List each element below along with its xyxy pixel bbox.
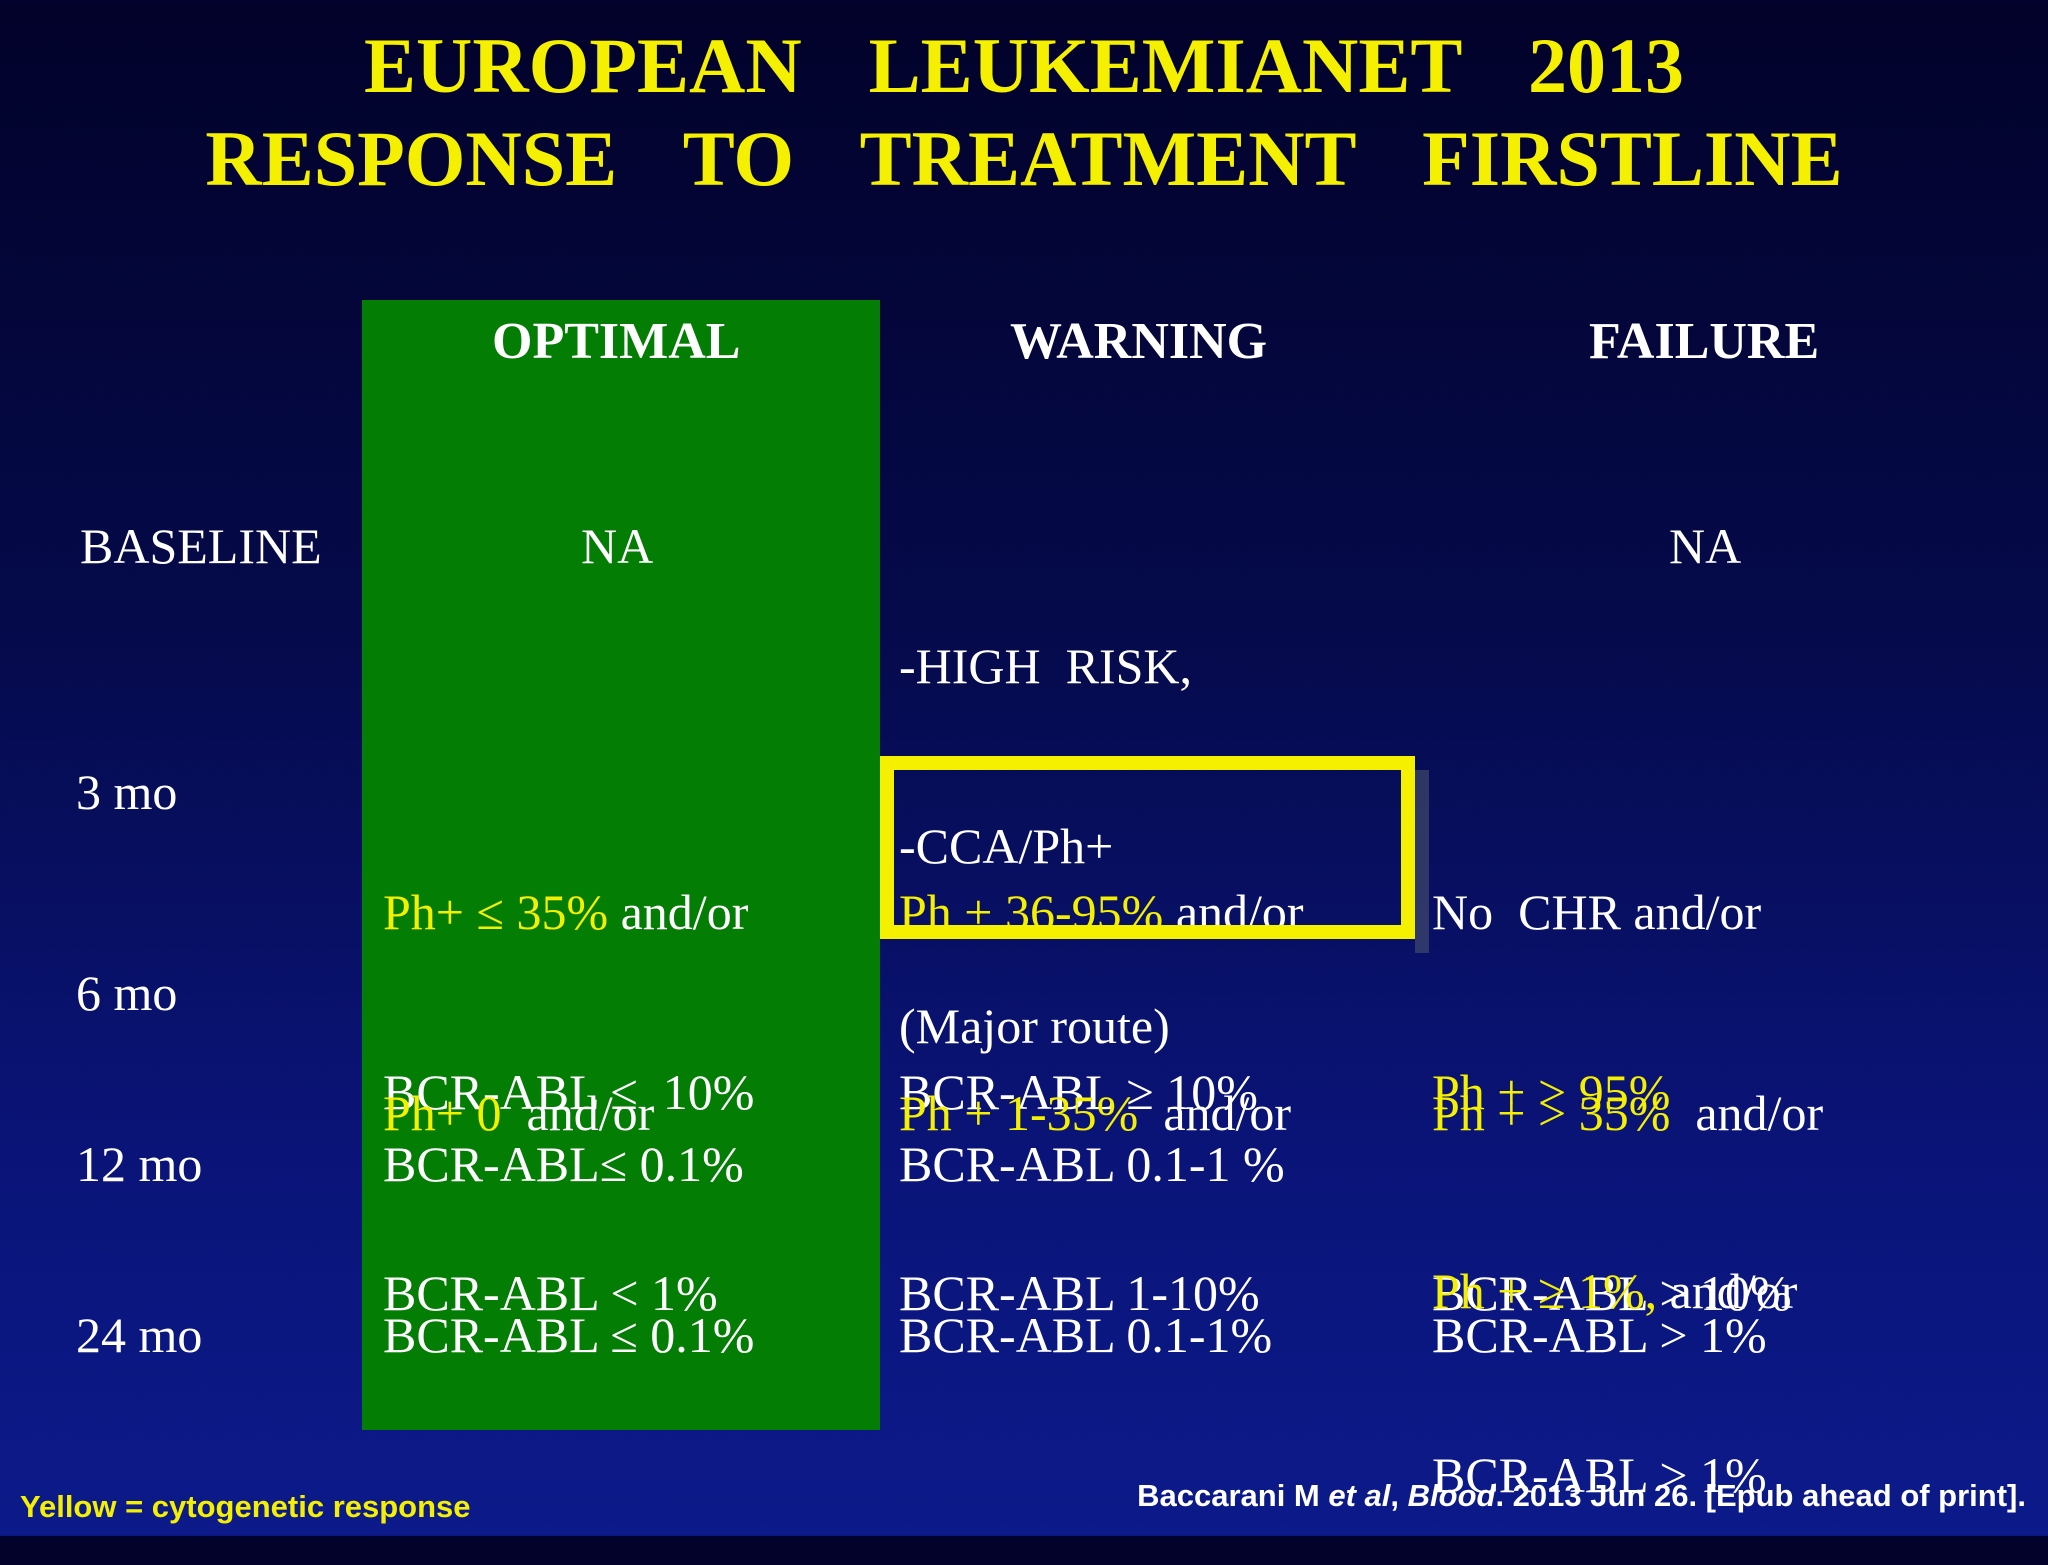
cell-3mo-optimal: Ph+ ≤ 35% and/or BCR-ABL ≤ 10% bbox=[383, 762, 754, 1182]
row-label-baseline: BASELINE bbox=[80, 518, 322, 574]
cell-6mo-optimal-line-1: Ph+ 0 and/or bbox=[383, 1083, 718, 1143]
row-label-3mo: 3 mo bbox=[76, 764, 178, 820]
citation-sep: , bbox=[1390, 1478, 1408, 1513]
citation-details: . 2013 Jun 26. [Epub ahead of print]. bbox=[1495, 1478, 2026, 1513]
citation-author: Baccarani M bbox=[1137, 1478, 1329, 1513]
slide-title-line-1: EUROPEAN LEUKEMIANET 2013 bbox=[363, 22, 1685, 109]
column-header-failure: FAILURE bbox=[1589, 313, 1820, 370]
and-or-text: and/or bbox=[608, 884, 749, 940]
cell-baseline-warning-line-2: -CCA/Ph+ bbox=[899, 818, 1114, 874]
cytogenetic-value: Ph + > 35% bbox=[1432, 1085, 1671, 1141]
column-header-optimal: OPTIMAL bbox=[492, 313, 741, 370]
cell-baseline-warning-line-3: (Major route) bbox=[899, 998, 1170, 1054]
cytogenetic-value: Ph+ ≤ 35% bbox=[383, 884, 609, 940]
cell-24mo-optimal: BCR-ABL ≤ 0.1% bbox=[383, 1307, 755, 1363]
cytogenetic-value: Ph+ 0 bbox=[383, 1085, 502, 1141]
cell-6mo-optimal: Ph+ 0 and/or BCR-ABL < 1% bbox=[383, 963, 718, 1383]
and-or-text: and/or bbox=[1657, 1263, 1798, 1319]
cell-3mo-optimal-line-2: BCR-ABL ≤ 10% bbox=[383, 1064, 755, 1120]
citation-journal: Blood bbox=[1407, 1478, 1496, 1513]
cell-3mo-optimal-line-1: Ph+ ≤ 35% and/or bbox=[383, 882, 754, 942]
cell-12mo-failure-line-2: BCR-ABL > 1% bbox=[1432, 1447, 1767, 1503]
cell-6mo-warning-line-1: Ph + 1-35% and/or bbox=[899, 1083, 1291, 1143]
cell-12mo-failure-line-1: Ph + ≥ 1%, and/or bbox=[1432, 1261, 1797, 1325]
cell-baseline-warning-line-1: -HIGH RISK, bbox=[899, 638, 1193, 694]
cell-baseline-failure: NA bbox=[1669, 518, 1742, 574]
cell-6mo-optimal-line-2: BCR-ABL < 1% bbox=[383, 1265, 718, 1321]
cell-12mo-failure: Ph + ≥ 1%, and/or BCR-ABL > 1% bbox=[1432, 1141, 1797, 1565]
cell-baseline-warning: -HIGH RISK, -CCA/Ph+ (Major route) bbox=[899, 516, 1192, 1116]
citation-footnote: Baccarani M et al, Blood. 2013 Jun 26. [… bbox=[1137, 1476, 2026, 1516]
cell-6mo-failure-line-2: BCR-ABL > 10% bbox=[1432, 1265, 1792, 1321]
and-or-text: and/or bbox=[1670, 1085, 1824, 1141]
cell-3mo-failure-line-2: Ph + > 95% bbox=[1432, 1064, 1671, 1120]
cell-6mo-warning-line-2: BCR-ABL 1-10% bbox=[899, 1265, 1260, 1321]
row-label-12mo: 12 mo bbox=[76, 1136, 203, 1192]
cell-3mo-failure: No CHR and/or Ph + > 95% bbox=[1432, 762, 1761, 1182]
optimal-column-background bbox=[362, 300, 880, 1430]
legend-footnote: Yellow = cytogenetic response bbox=[20, 1489, 471, 1524]
cytogenetic-value: Ph + 1-35% bbox=[899, 1085, 1139, 1141]
cytogenetic-value: Ph + ≥ 1%, bbox=[1432, 1263, 1658, 1319]
citation-et-al: et al bbox=[1328, 1478, 1391, 1513]
cell-6mo-warning: Ph + 1-35% and/or BCR-ABL 1-10% bbox=[899, 963, 1291, 1383]
cell-6mo-failure: Ph + > 35% and/or BCR-ABL > 10% bbox=[1432, 963, 1823, 1383]
row-label-6mo: 6 mo bbox=[76, 965, 178, 1021]
cell-24mo-failure: BCR-ABL > 1% bbox=[1432, 1307, 1767, 1363]
cell-3mo-failure-line-1: No CHR and/or bbox=[1432, 884, 1762, 940]
slide-title-line-2: RESPONSE TO TREATMENT FIRSTLINE bbox=[205, 115, 1843, 202]
row-label-24mo: 24 mo bbox=[76, 1307, 203, 1363]
cell-baseline-optimal: NA bbox=[581, 518, 654, 574]
and-or-text: and/or bbox=[1138, 1085, 1292, 1141]
cell-12mo-optimal: BCR-ABL≤ 0.1% bbox=[383, 1136, 744, 1192]
and-or-text: and/or bbox=[501, 1085, 655, 1141]
cell-6mo-failure-line-1: Ph + > 35% and/or bbox=[1432, 1083, 1823, 1143]
column-header-warning: WARNING bbox=[1010, 313, 1268, 370]
cell-3mo-warning-line-2: BCR-ABL ≥ 10% bbox=[899, 1064, 1258, 1120]
warning-3mo-highlight-box bbox=[880, 756, 1429, 953]
cell-24mo-warning: BCR-ABL 0.1-1% bbox=[899, 1307, 1273, 1363]
cell-12mo-warning: BCR-ABL 0.1-1 % bbox=[899, 1136, 1285, 1192]
